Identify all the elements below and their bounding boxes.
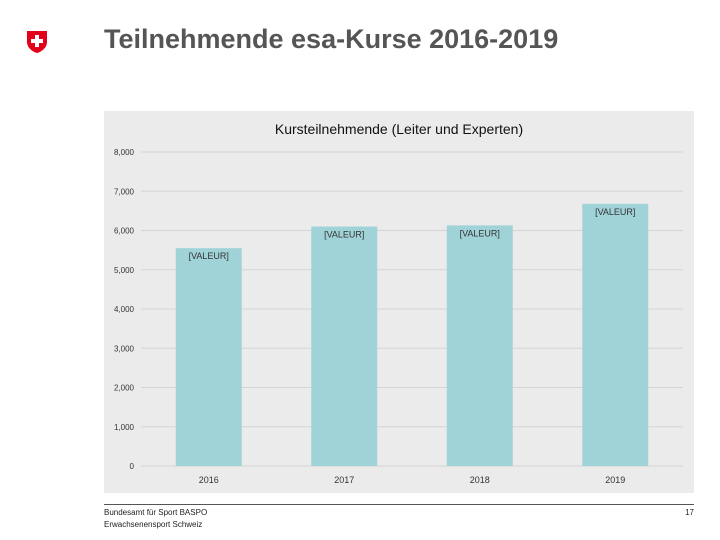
- y-tick-label: 5,000: [114, 266, 135, 275]
- data-label: [VALEUR]: [189, 251, 229, 261]
- y-tick-label: 4,000: [114, 305, 135, 314]
- y-tick-label: 2,000: [114, 384, 135, 393]
- bar: [446, 225, 513, 466]
- bars: [175, 203, 649, 466]
- x-tick-label: 2017: [334, 475, 354, 485]
- bar: [582, 203, 649, 466]
- data-labels: [VALEUR] [VALEUR] [VALEUR] [VALEUR]: [189, 207, 636, 261]
- page-number: 17: [685, 508, 694, 517]
- bar: [175, 248, 242, 466]
- x-axis-ticks: 2016 2017 2018 2019: [199, 475, 626, 485]
- y-tick-label: 0: [130, 462, 135, 471]
- footer-org: Bundesamt für Sport BASPO: [104, 508, 208, 517]
- swiss-cross-shield-icon: [27, 31, 47, 53]
- y-tick-label: 8,000: [114, 148, 135, 157]
- footer-dept: Erwachsenensport Schweiz: [104, 520, 203, 529]
- data-label: [VALEUR]: [324, 230, 364, 240]
- bar: [311, 226, 378, 466]
- y-tick-label: 7,000: [114, 187, 135, 196]
- chart-canvas: Kursteilnehmende (Leiter und Experten) 0…: [114, 121, 683, 485]
- y-tick-label: 6,000: [114, 227, 135, 236]
- x-tick-label: 2018: [470, 475, 490, 485]
- data-label: [VALEUR]: [460, 228, 500, 238]
- chart-title: Kursteilnehmende (Leiter und Experten): [275, 121, 523, 137]
- y-axis-ticks: 0 1,000 2,000 3,000 4,000 5,000 6,000 7,000 8,00…: [114, 148, 135, 471]
- footer-divider: [104, 504, 694, 505]
- y-tick-label: 3,000: [114, 344, 135, 353]
- bar-chart: Kursteilnehmende (Leiter und Experten) 0…: [104, 111, 694, 493]
- x-tick-label: 2016: [199, 475, 219, 485]
- x-tick-label: 2019: [605, 475, 625, 485]
- y-tick-label: 1,000: [114, 423, 135, 432]
- data-label: [VALEUR]: [595, 207, 635, 217]
- footer-info: Bundesamt für Sport BASPO Erwachsenenspo…: [104, 507, 207, 531]
- slide-title: Teilnehmende esa-Kurse 2016-2019: [104, 24, 559, 54]
